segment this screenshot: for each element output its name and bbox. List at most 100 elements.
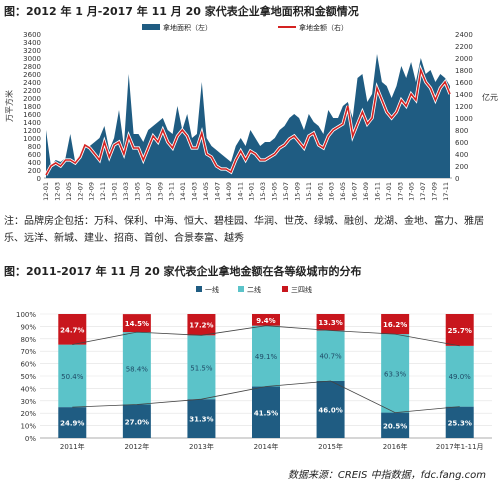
x-tick-label: 2012年 [124,442,149,451]
bar-segment [316,330,345,381]
x-tick-label: 13-05 [133,182,141,201]
left-tick-label: 2600 [23,71,41,79]
left-tick-label: 2800 [23,63,41,71]
y-tick-label: 40% [20,385,36,393]
left-tick-label: 0 [37,175,41,183]
data-label: 24.7% [60,326,84,334]
x-tick-label: 12-05 [65,182,73,201]
legend-label-area: 拿地面积（左） [163,23,212,32]
left-tick-label: 2400 [23,79,41,87]
x-tick-label: 12-07 [76,182,84,201]
legend-swatch-area [142,24,160,30]
data-source: 数据来源：CREIS 中指数据，fdc.fang.com [287,470,486,481]
x-tick-label: 12-03 [53,182,61,201]
legend-label-line: 拿地金额（右） [299,23,348,32]
data-label: 14.5% [125,320,149,328]
bar-segment [58,407,87,438]
data-label: 17.2% [189,322,213,330]
bar-segment [252,314,280,326]
left-axis-label: 万平方米 [4,90,14,122]
bar-segment [381,412,410,438]
right-tick-label: 1800 [455,67,473,75]
x-tick-label: 2011年 [60,442,85,451]
x-tick-label: 17-03 [396,182,404,201]
x-tick-label: 15-09 [293,182,301,201]
x-tick-label: 13-07 [145,182,153,201]
right-tick-label: 1400 [455,91,473,99]
bar-segment [187,335,216,400]
x-tick-label: 14-09 [225,182,233,201]
right-tick-label: 2000 [455,55,473,63]
x-tick-label: 15-03 [259,182,267,201]
left-tick-label: 800 [28,143,41,151]
x-tick-label: 15-11 [305,182,313,201]
right-tick-label: 600 [455,139,468,147]
x-tick-label: 2016年 [383,442,408,451]
y-tick-label: 100% [16,311,36,319]
data-label: 49.0% [449,373,472,381]
bar-segment [58,344,87,408]
right-tick-label: 1000 [455,115,473,123]
y-tick-label: 70% [20,348,36,356]
x-tick-label: 16-07 [351,182,359,201]
data-label: 9.4% [256,317,275,325]
data-label: 20.5% [383,422,407,430]
right-tick-label: 200 [455,163,468,171]
x-tick-label: 13-01 [111,182,119,201]
right-tick-label: 400 [455,151,468,159]
x-tick-label: 2014年 [254,442,279,451]
boundary-connector-line [72,325,460,347]
series-line-land-value [45,67,451,176]
y-tick-label: 90% [20,323,36,331]
right-axis-label: 亿元 [482,92,498,102]
left-tick-label: 3000 [23,55,41,63]
y-tick-label: 80% [20,336,36,344]
x-tick-label: 12-09 [88,182,96,201]
data-label: 25.3% [448,419,472,427]
data-label: 25.7% [448,327,472,335]
data-label: 41.5% [254,409,278,417]
right-tick-label: 1200 [455,103,473,111]
left-tick-label: 2200 [23,87,41,95]
x-tick-label: 16-11 [373,182,381,201]
legend-label: 一线 [205,285,219,294]
left-tick-label: 600 [28,151,41,159]
left-tick-label: 3600 [23,31,41,39]
footnote: 注：品牌房企包括：万科、保利、中海、恒大、碧桂园、华润、世茂、绿城、融创、龙湖、… [4,216,484,244]
legend-swatch [282,286,288,292]
x-tick-label: 14-05 [202,182,210,201]
data-label: 63.3% [384,370,407,378]
data-label: 58.4% [126,365,149,373]
bar-segment [187,314,216,336]
x-tick-label: 15-01 [248,182,256,201]
data-label: 27.0% [125,418,149,426]
bar-segment [381,314,410,335]
x-tick-label: 15-05 [271,182,279,201]
bar-segment [122,332,151,405]
x-tick-label: 2015年 [318,442,343,451]
x-tick-label: 16-01 [316,182,324,201]
y-tick-label: 60% [20,361,36,369]
data-label: 16.2% [383,321,407,329]
x-tick-label: 17-05 [408,182,416,201]
x-tick-label: 13-09 [156,182,164,201]
data-label: 46.0% [318,406,342,414]
y-tick-label: 20% [20,410,36,418]
left-tick-label: 1200 [23,127,41,135]
left-tick-label: 400 [28,159,41,167]
bar-segment [381,334,410,413]
left-tick-label: 3400 [23,39,41,47]
chart1-title: 图：2012 年 1 月-2017 年 11 月 20 家代表企业拿地面积和金额… [4,5,359,18]
bar-segment [445,406,474,438]
x-tick-label: 13-11 [168,182,176,201]
bar-segment [316,314,345,331]
data-label: 49.1% [255,353,278,361]
x-tick-label: 14-07 [213,182,221,201]
bar-segment [122,404,151,438]
x-tick-label: 14-11 [236,182,244,201]
left-tick-label: 1000 [23,135,41,143]
x-tick-label: 2013年 [189,442,214,451]
y-tick-label: 50% [20,373,36,381]
left-tick-label: 1600 [23,111,41,119]
legend-label: 二线 [247,285,261,294]
